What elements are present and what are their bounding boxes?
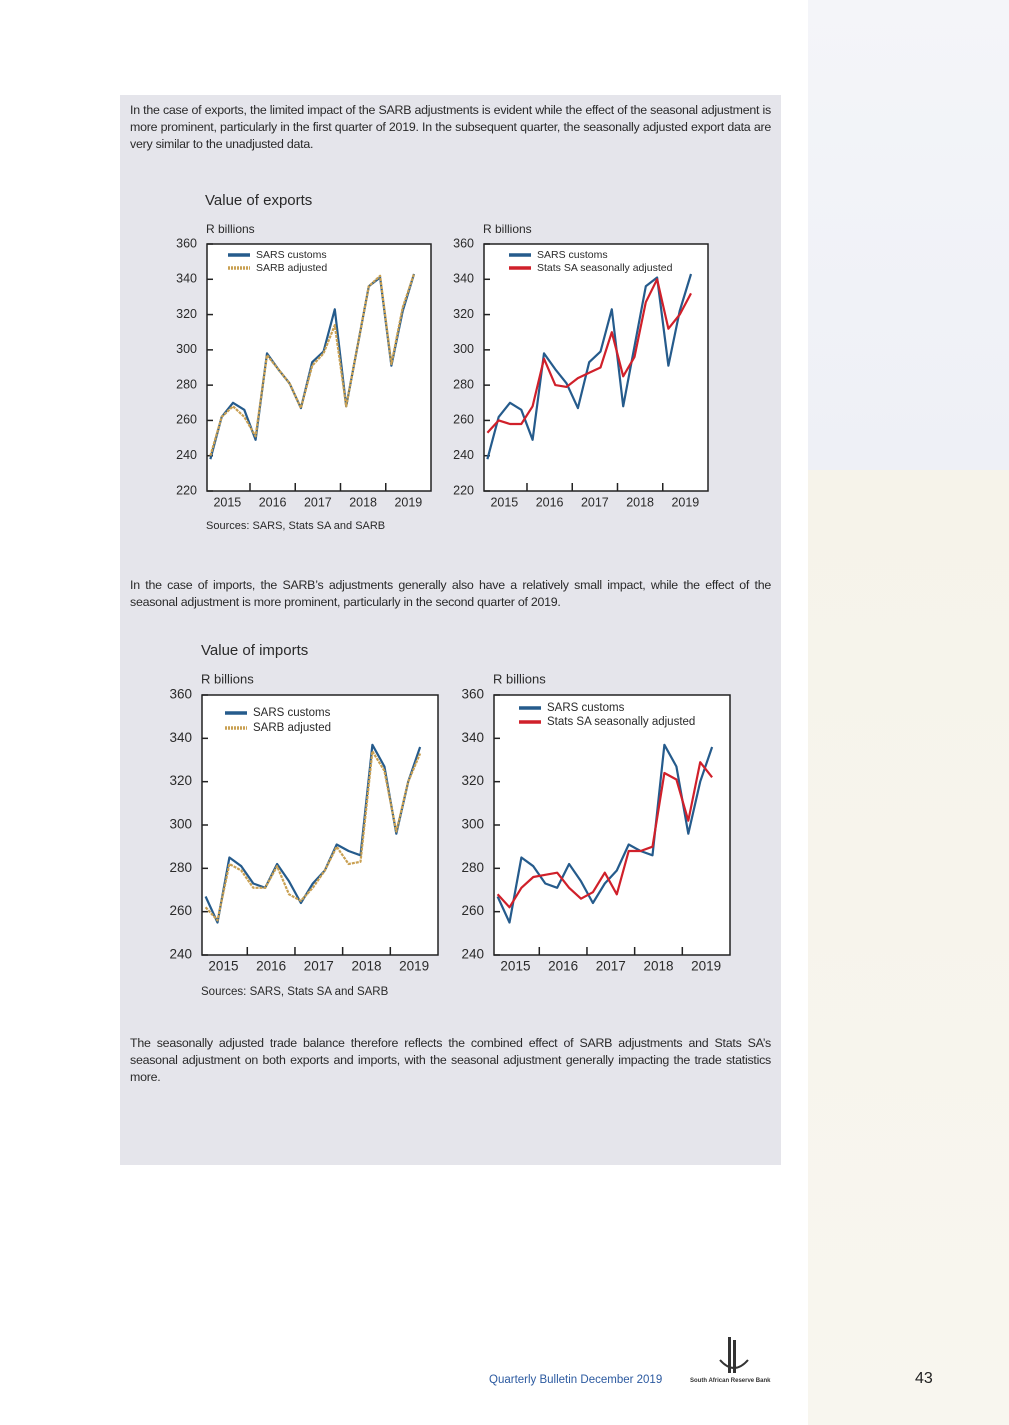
figure-source: Sources: SARS, Stats SA and SARB [201,986,389,998]
x-tick-label: 2019 [394,495,422,509]
y-tick-label: 300 [461,817,484,832]
legend-label: SARS customs [537,249,608,261]
legend-label: SARB adjusted [256,262,327,274]
figure-source: Sources: SARS, Stats SA and SARB [206,520,385,532]
x-tick-label: 2019 [671,495,699,509]
series-line [209,273,416,460]
y-tick-label: 240 [453,448,474,462]
unit-label: R billions [201,671,254,686]
y-tick-label: 260 [169,903,192,918]
y-tick-label: 360 [176,236,197,250]
y-tick-label: 320 [169,773,192,788]
x-tick-label: 2016 [548,959,578,974]
page-number: 43 [915,1370,933,1387]
y-tick-label: 280 [176,377,197,391]
x-tick-label: 2015 [208,959,238,974]
y-tick-label: 300 [453,342,474,356]
legend-label: SARB adjusted [253,722,331,734]
series-line [204,750,422,922]
y-tick-label: 220 [176,483,197,497]
plot-area [493,694,731,956]
y-tick-label: 360 [461,687,484,702]
series-line [486,273,693,460]
footer-publication: Quarterly Bulletin December 2019 [489,1374,663,1386]
legend-label: SARS customs [253,707,331,719]
x-tick-label: 2017 [304,959,334,974]
y-tick-label: 280 [169,860,192,875]
x-tick-label: 2018 [626,495,654,509]
y-tick-label: 360 [169,687,192,702]
x-tick-label: 2015 [500,959,530,974]
x-tick-label: 2019 [399,959,429,974]
y-tick-label: 220 [453,483,474,497]
x-tick-label: 2019 [691,959,721,974]
legend-label: Stats SA seasonally adjusted [547,716,695,728]
series-line [496,743,714,924]
y-tick-label: 360 [453,236,474,250]
x-tick-label: 2016 [259,495,287,509]
unit-label: R billions [483,222,532,236]
x-tick-label: 2018 [349,495,377,509]
y-tick-label: 240 [169,947,192,962]
y-tick-label: 260 [453,413,474,427]
y-tick-label: 240 [176,448,197,462]
y-tick-label: 260 [176,413,197,427]
y-tick-label: 340 [169,730,192,745]
x-tick-label: 2017 [304,495,332,509]
x-tick-label: 2015 [213,495,241,509]
series-line [204,743,422,924]
x-tick-label: 2018 [643,959,673,974]
figure-title: Value of imports [201,642,308,659]
y-tick-label: 300 [169,817,192,832]
y-tick-label: 260 [461,903,484,918]
paragraph: In the case of imports, the SARB’s adjus… [130,578,771,609]
unit-label: R billions [206,222,255,236]
plot-area [483,243,709,492]
logo [719,1337,749,1373]
series-line [209,273,416,457]
footer-bank: South African Reserve Bank [690,1378,771,1384]
decorative-strip [808,0,1009,1425]
y-tick-label: 340 [176,272,197,286]
plot-area [206,243,432,492]
y-tick-label: 240 [461,947,484,962]
paragraph: The seasonally adjusted trade balance th… [130,1036,771,1084]
x-tick-label: 2016 [536,495,564,509]
x-tick-label: 2018 [351,959,381,974]
y-tick-label: 280 [453,377,474,391]
paragraph: In the case of exports, the limited impa… [130,103,771,151]
x-tick-label: 2017 [596,959,626,974]
y-tick-label: 320 [453,307,474,321]
series-line [486,278,692,434]
legend-label: SARS customs [256,249,327,261]
y-tick-label: 320 [461,773,484,788]
unit-label: R billions [493,671,546,686]
figure-title: Value of exports [205,192,312,209]
x-tick-label: 2017 [581,495,609,509]
y-tick-label: 320 [176,307,197,321]
series-line [496,761,713,909]
y-tick-label: 280 [461,860,484,875]
x-tick-label: 2015 [490,495,518,509]
legend-label: SARS customs [547,702,625,714]
legend-label: Stats SA seasonally adjusted [537,262,673,274]
y-tick-label: 340 [453,272,474,286]
x-tick-label: 2016 [256,959,286,974]
y-tick-label: 300 [176,342,197,356]
y-tick-label: 340 [461,730,484,745]
